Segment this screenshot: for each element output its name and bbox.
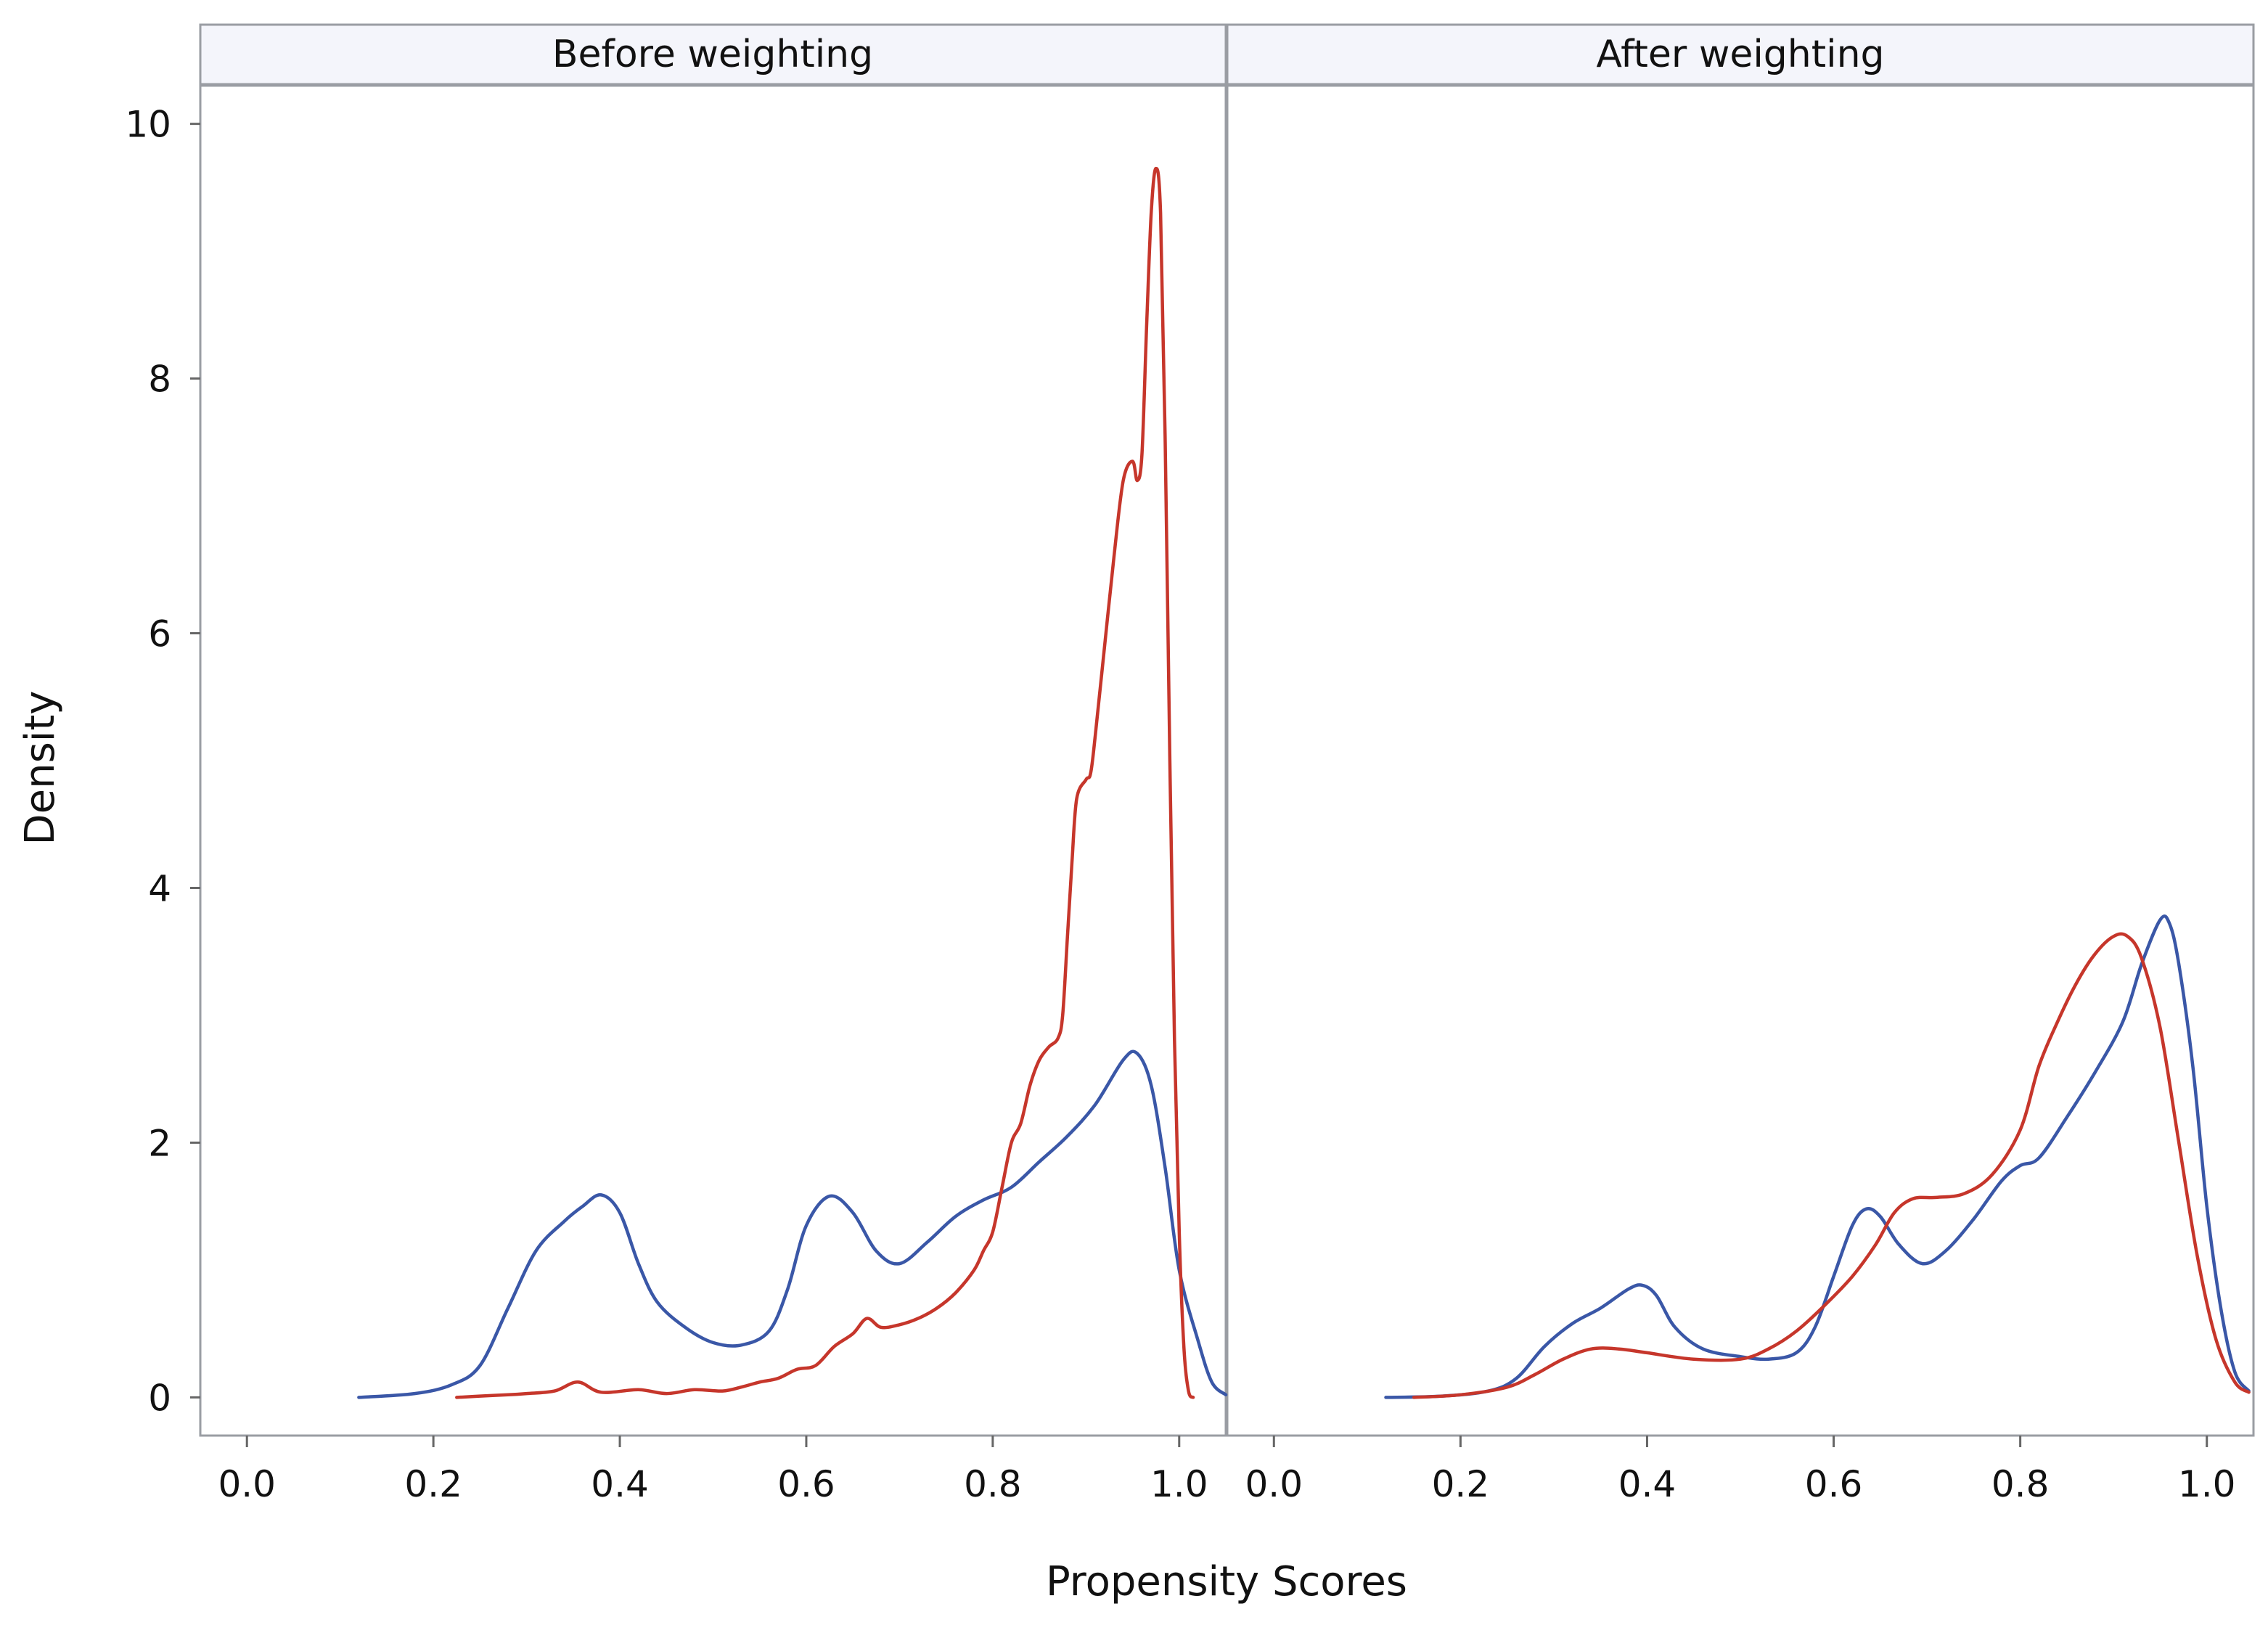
y-tick-label: 6 [148, 613, 171, 655]
x-tick-label: 0.4 [1618, 1463, 1677, 1505]
x-axis: 0.0 0.2 0.4 0.6 0.8 1.0 0.0 0.2 0.4 0.6 0.8 1.0 [218, 1436, 2235, 1505]
strip-background-before [199, 23, 1227, 86]
x-tick-label: 0.2 [1432, 1463, 1490, 1505]
density-line-panel1-series1 [357, 1049, 1228, 1399]
panel-frame-after [1226, 84, 2255, 1437]
y-axis-title: Density [17, 691, 64, 846]
density-line-panel2-series1 [1384, 914, 2251, 1399]
x-tick-label: 0.4 [591, 1463, 649, 1505]
y-tick-label: 0 [148, 1377, 171, 1419]
density-line-panel1-series2 [455, 166, 1195, 1399]
y-axis: 0 2 4 6 8 10 [125, 104, 200, 1419]
x-tick-label: 0.6 [1805, 1463, 1863, 1505]
y-tick-label: 2 [148, 1122, 171, 1164]
panel-frame-before [199, 84, 1227, 1437]
density-line-panel2-series2 [1412, 932, 2251, 1399]
y-tick-label: 10 [125, 104, 171, 146]
y-tick-label: 8 [148, 359, 171, 401]
x-tick-label: 1.0 [1150, 1463, 1208, 1505]
strip-background-after [1226, 23, 2255, 86]
y-tick-label: 4 [148, 867, 171, 909]
x-tick-label: 0.8 [964, 1463, 1022, 1505]
series-layer [357, 166, 2251, 1399]
x-axis-title: Propensity Scores [1046, 1558, 1407, 1605]
x-tick-label: 0.6 [777, 1463, 835, 1505]
x-tick-label: 0.2 [404, 1463, 462, 1505]
x-tick-label: 0.8 [1991, 1463, 2050, 1505]
strip-label-after: After weighting [1596, 33, 1884, 76]
x-tick-label: 0.0 [218, 1463, 276, 1505]
x-tick-label: 1.0 [2178, 1463, 2236, 1505]
strip-label-before: Before weighting [552, 33, 873, 76]
x-tick-label: 0.0 [1245, 1463, 1303, 1505]
